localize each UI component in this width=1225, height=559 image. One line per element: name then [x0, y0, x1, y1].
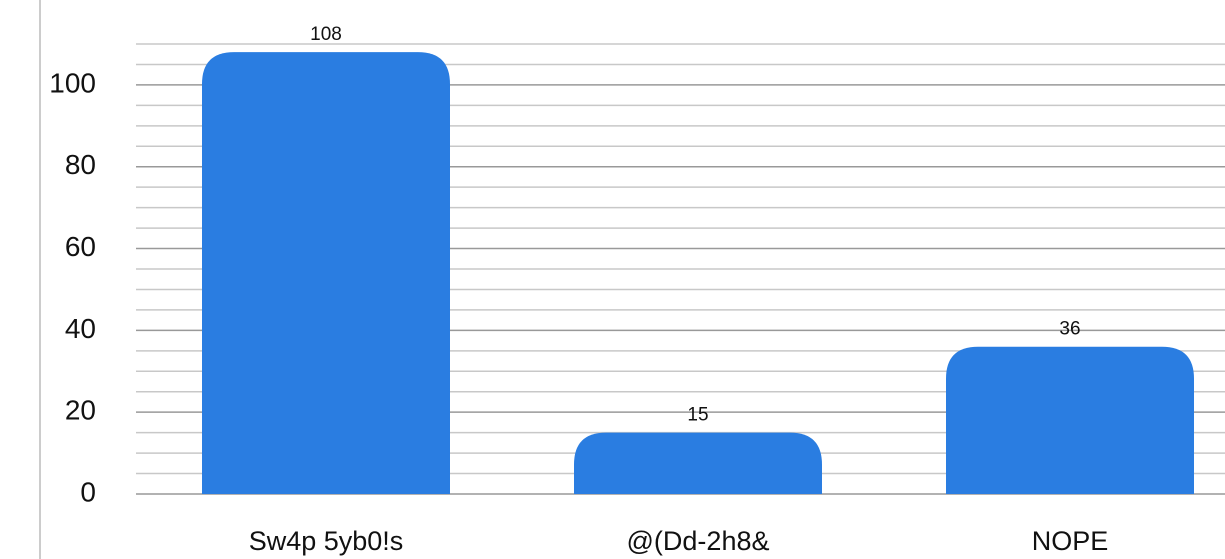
value-label: 108 — [310, 24, 342, 45]
y-tick-label: 20 — [65, 395, 96, 426]
y-tick-label: 0 — [80, 476, 96, 507]
value-label: 36 — [1059, 319, 1080, 340]
bar — [946, 346, 1194, 494]
y-tick-label: 40 — [65, 313, 96, 344]
y-tick-label: 100 — [49, 67, 96, 98]
x-tick-label: NOPE — [1032, 526, 1109, 556]
x-tick-label: @(Dd-2h8& — [627, 526, 770, 556]
value-label: 15 — [687, 405, 708, 426]
y-tick-label: 80 — [65, 149, 96, 180]
bar — [202, 52, 450, 494]
bar — [574, 432, 822, 494]
x-tick-label: Sw4p 5yb0!s — [249, 526, 404, 556]
y-tick-label: 60 — [65, 231, 96, 262]
